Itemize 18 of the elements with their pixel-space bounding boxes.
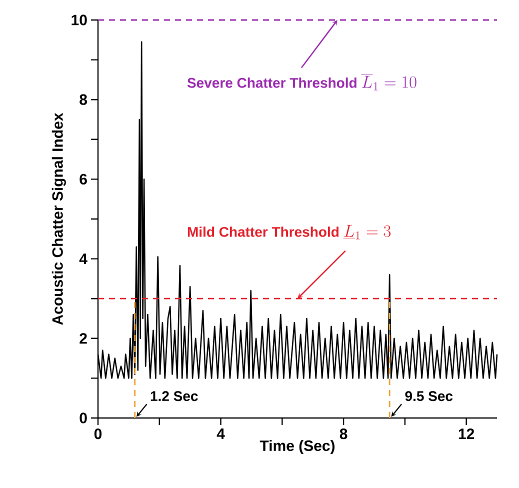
y-tick-label: 10 (72, 14, 87, 26)
x-tick-label: 4 (216, 428, 225, 439)
annotation: $\underline{L}_{1}=3$ (343, 224, 391, 240)
y-tick-label: 4 (79, 254, 88, 264)
ref-line-label: 1.2 Sec (150, 391, 198, 402)
x-axis-title: Time (Sec) (260, 440, 335, 454)
y-tick-label: 6 (80, 174, 87, 185)
x-tick-label: 8 (340, 428, 348, 440)
y-tick-label: 2 (80, 333, 87, 344)
x-tick-label: 12 (458, 428, 474, 440)
y-axis-title: Acoustic Chatter Signal Index (52, 112, 66, 325)
ref-line-label: Mild Chatter Threshold (188, 226, 339, 237)
y-tick-label: 0 (80, 412, 87, 424)
x-tick-label: 0 (94, 428, 102, 440)
ref-line-label: 9.5 Sec (405, 391, 453, 402)
ref-line-label: Severe Chatter Threshold (187, 78, 356, 88)
y-tick-label: 8 (80, 94, 87, 105)
annotation: $\overline{L}_{1}=10$ (361, 74, 416, 90)
